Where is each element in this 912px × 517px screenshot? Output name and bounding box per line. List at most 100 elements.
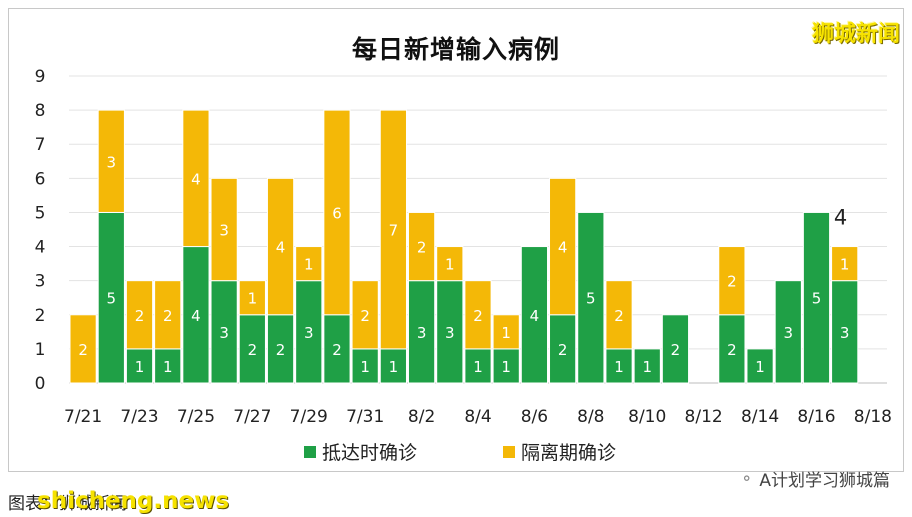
bar-segment [97,211,125,384]
bar-segment [125,348,154,384]
bar-segment [238,314,266,384]
data-label: 6 [332,204,342,222]
bar-segment [323,109,351,316]
data-label: 2 [671,341,681,359]
chart-title: 每日新增输入病例 [351,35,560,64]
legend-item-quarantine: 隔离期确诊 [503,438,616,465]
data-label: 1 [360,358,370,376]
bar-segment [831,246,859,282]
annotation-label: 4 [834,205,847,229]
bar-segment [266,314,295,384]
bar-segment [351,348,379,384]
wechat-account-name: A计划学习狮城篇 [759,471,890,491]
data-label: 2 [727,341,737,359]
data-label: 3 [840,324,850,342]
y-tick-label: 4 [35,238,46,258]
x-tick-label: 8/16 [797,407,835,427]
x-tick-label: 7/31 [346,407,384,427]
data-label: 3 [445,324,455,342]
y-tick-label: 3 [35,272,46,292]
bar-segment [379,109,407,350]
data-label: 2 [417,239,427,257]
x-tick-label: 8/14 [741,407,779,427]
bar-segment [746,348,774,384]
data-label: 1 [614,358,624,376]
bar-segment [661,314,690,384]
data-label: 3 [304,324,314,342]
bar-segment [182,109,210,248]
bar-segment [210,280,238,384]
data-label: 1 [473,358,483,376]
x-tick-label: 7/27 [233,407,271,427]
bar-segment [577,211,605,384]
bar-segment [436,280,464,384]
data-label: 1 [163,358,173,376]
data-label: 2 [360,307,370,325]
bar-segment [802,211,831,384]
legend-swatch-arrival [304,445,316,458]
bar-segment [549,177,577,316]
data-label: 3 [417,324,427,342]
data-label: 1 [389,358,399,376]
data-label: 4 [558,239,568,257]
data-label: 2 [135,307,145,325]
bar-segment [464,280,492,350]
data-label: 5 [586,290,596,308]
data-label: 2 [163,307,173,325]
bar-segment [718,246,746,316]
brand-logo: 狮城新闻 [811,22,900,47]
bar-segment [379,348,407,384]
data-label: 1 [501,324,511,342]
bar-segment [633,348,661,384]
bar-segment [436,246,464,282]
data-label: 4 [191,170,201,188]
bar-segment [351,280,379,350]
bar-segment [774,280,802,384]
data-label: 3 [784,324,794,342]
legend-swatch-quarantine [503,445,515,458]
data-label: 2 [78,341,88,359]
data-label: 5 [812,290,822,308]
data-label: 1 [304,256,314,274]
data-label: 1 [248,290,258,308]
wechat-icon: ⚬ [739,469,754,488]
x-tick-label: 8/12 [685,407,723,427]
x-tick-label: 7/21 [64,407,102,427]
data-label: 4 [191,307,201,325]
bar-segment [520,246,549,384]
bar-segment [407,280,436,384]
bar-segment [323,314,351,384]
bar-segment [295,246,323,282]
data-label: 3 [219,324,229,342]
chart-frame [8,8,904,472]
wechat-account: ⚬ A计划学习狮城篇 [740,466,890,491]
bar-segment [154,280,182,350]
bar-segment [831,280,859,384]
y-tick-label: 9 [35,67,46,87]
x-tick-label: 8/4 [464,407,491,427]
x-tick-label: 8/10 [628,407,666,427]
x-tick-label: 8/8 [577,407,604,427]
footer-caption: 图表：狮城新闻 [8,493,127,514]
y-tick-label: 2 [35,306,46,326]
legend-label-arrival: 抵达时确诊 [322,442,418,464]
bar-segment [125,280,154,350]
x-tick-label: 8/2 [408,407,435,427]
bar-segment [464,348,492,384]
data-label: 2 [473,307,483,325]
y-tick-label: 5 [35,203,46,223]
x-tick-label: 8/6 [521,407,548,427]
bar-segment [210,177,238,282]
data-label: 3 [219,222,229,240]
data-label: 1 [840,256,850,274]
data-label: 1 [445,256,455,274]
x-tick-label: 8/18 [854,407,892,427]
data-label: 1 [755,358,765,376]
legend-label-quarantine: 隔离期确诊 [521,442,617,464]
data-label: 2 [276,341,286,359]
legend: 抵达时确诊 隔离期确诊 [0,438,912,466]
data-label: 4 [530,307,540,325]
data-label: 2 [558,341,568,359]
data-label: 1 [135,358,145,376]
